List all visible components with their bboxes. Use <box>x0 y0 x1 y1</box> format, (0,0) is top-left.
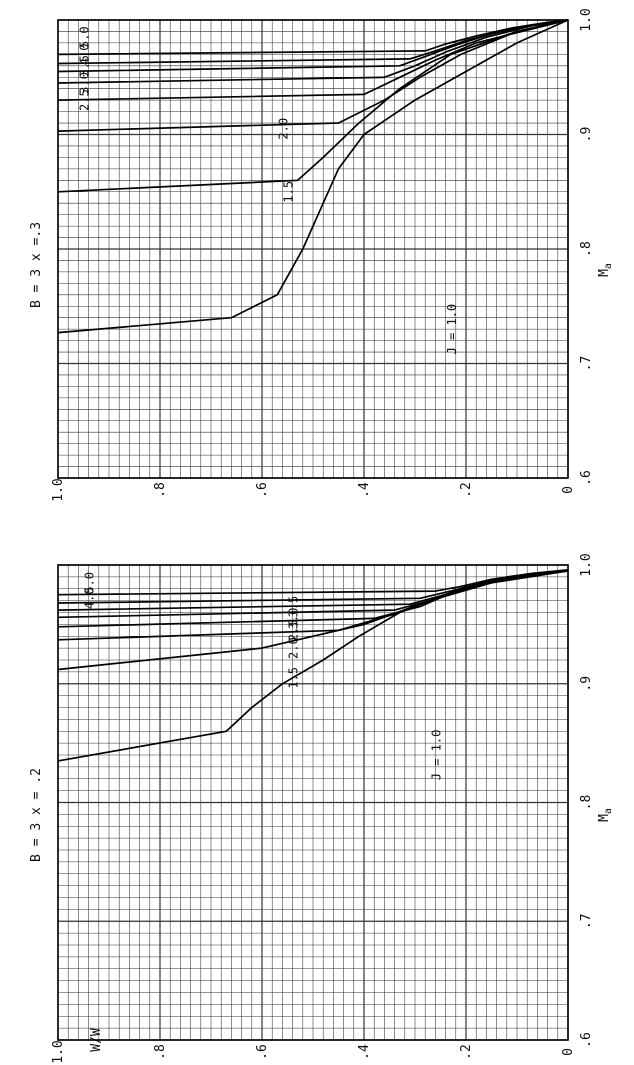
y-tick-label: 1.0 <box>51 478 66 501</box>
y-tick-label: 0 <box>561 1048 576 1056</box>
chart2-xlabel: Ma <box>597 263 614 277</box>
curve-label: 2.0 <box>277 118 291 140</box>
y-tick-label: .8 <box>153 1044 168 1060</box>
y-tick-label: .4 <box>357 482 372 498</box>
curve-label: 2.0 <box>287 637 301 659</box>
chart1-plot: .6 .7 .8 .9 1.0 0 .2 .4 .6 .8 1.0 J = 1.0 1.5 2.02.53… <box>51 553 594 1063</box>
y-tick-label: 0 <box>561 486 576 494</box>
chart1-xlabel: Ma <box>597 808 614 822</box>
curve-label: 2.5 <box>287 619 301 641</box>
curve-label: 5.0 <box>78 26 92 48</box>
x-tick-label: .7 <box>579 356 594 372</box>
series-line-3 <box>57 19 569 132</box>
curve-label: 3.5 <box>78 55 92 77</box>
x-tick-label: .7 <box>579 913 594 929</box>
curve-label: 5.0 <box>83 572 97 594</box>
curve-label: 2.5 <box>78 89 92 111</box>
curve-label: 4.0 <box>83 587 97 609</box>
chart1-title: B = 3 x = .2 <box>29 768 44 862</box>
x-tick-label: .8 <box>579 795 594 811</box>
x-tick-label: 1.0 <box>579 8 594 31</box>
y-tick-label: .8 <box>153 482 168 498</box>
y-tick-label: .6 <box>255 482 270 498</box>
curve-label: 4.0 <box>78 44 92 66</box>
curve-label: J = 1.0 <box>430 730 444 781</box>
y-tick-label: .4 <box>357 1044 372 1060</box>
y-tick-label: .2 <box>459 1044 474 1060</box>
chart2-plot: .6.7.8.91.00.2.4.6.81.0J = 1.01.52.02.53… <box>51 8 594 501</box>
x-tick-label: .6 <box>579 1032 594 1048</box>
plot-frame <box>57 19 569 479</box>
curve-label: 3.0 <box>287 608 301 630</box>
plot-frame <box>57 564 569 1041</box>
curve-label: 1.5 <box>282 181 296 203</box>
x-tick-label: .9 <box>579 676 594 692</box>
y-tick-label: .2 <box>459 482 474 498</box>
curve-label: 1.5 <box>287 667 301 689</box>
x-tick-label: .6 <box>579 470 594 486</box>
series-line-1 <box>57 19 569 334</box>
x-tick-label: .9 <box>579 127 594 143</box>
curve-label: 3.5 <box>287 596 301 618</box>
series-line-8 <box>57 568 569 596</box>
x-tick-label: .8 <box>579 241 594 257</box>
series-line-4 <box>57 19 569 101</box>
series-line-8 <box>57 19 569 56</box>
chart2-title: B = 3 x =.3 <box>29 222 44 308</box>
x-tick-label: 1.0 <box>579 553 594 576</box>
y-tick-label: 1.0 <box>51 1040 66 1063</box>
curve-label: J = 1.0 <box>445 304 459 355</box>
y-tick-label: .6 <box>255 1044 270 1060</box>
curve-label: 3.0 <box>78 72 92 94</box>
